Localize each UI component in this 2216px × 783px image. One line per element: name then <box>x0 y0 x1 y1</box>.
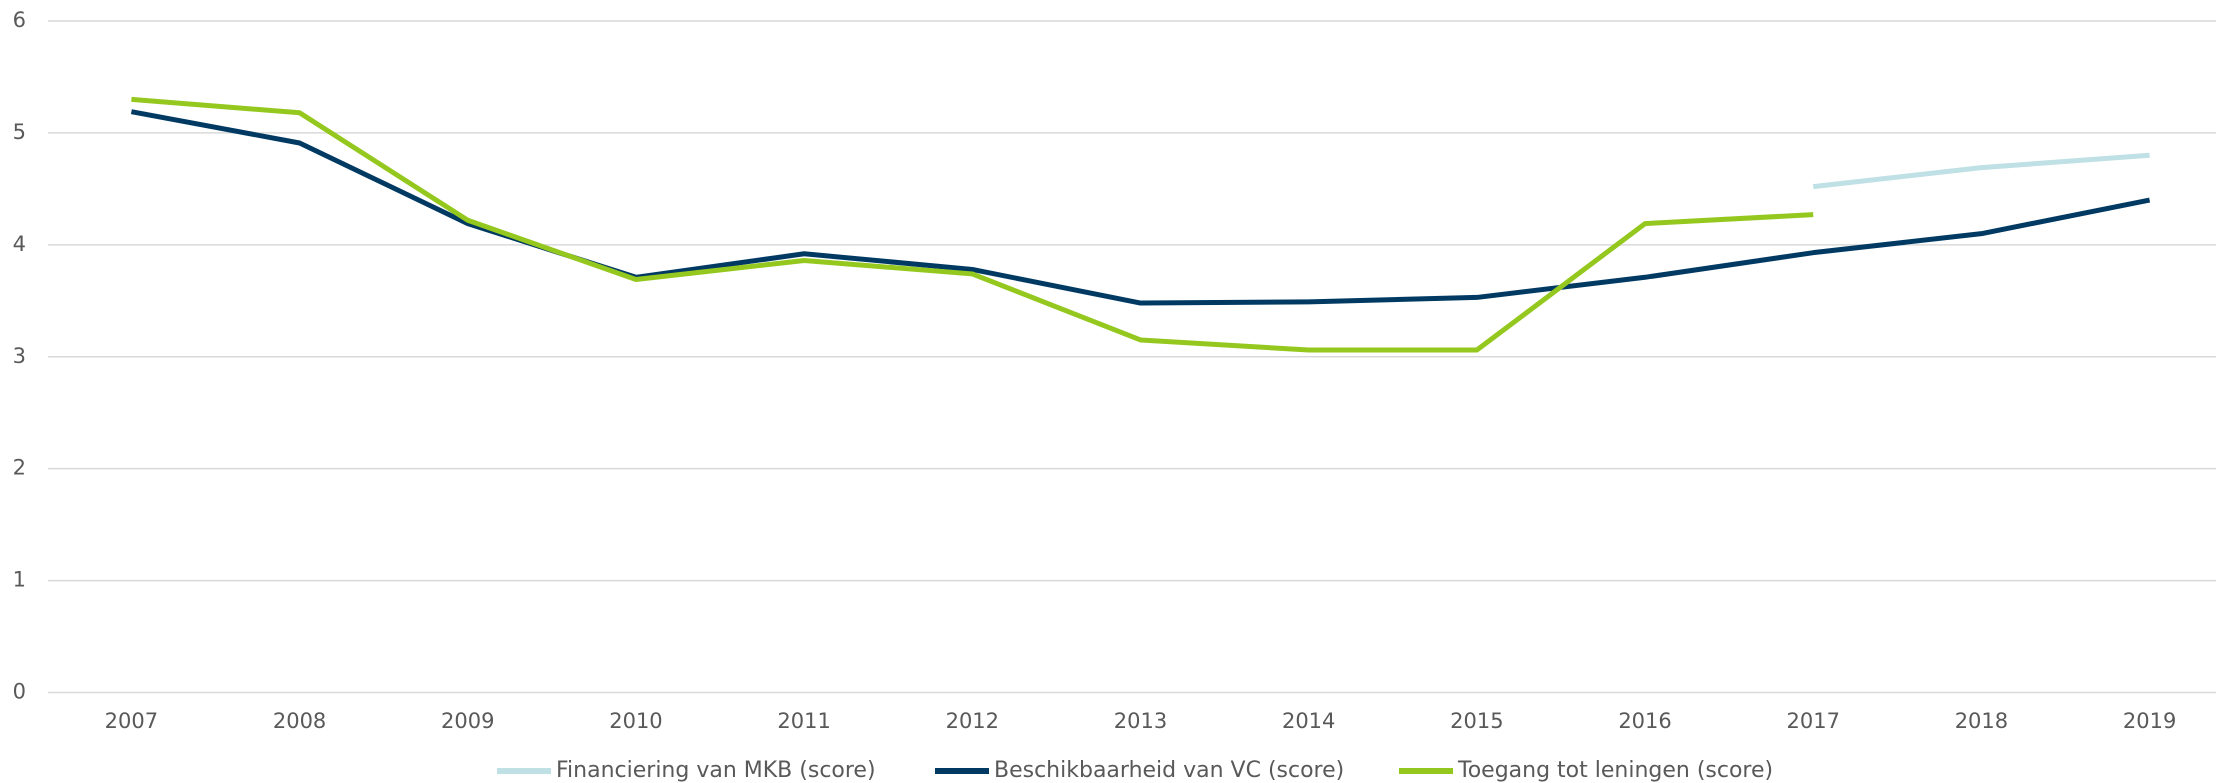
y-tick-label: 5 <box>13 120 26 144</box>
x-tick-label: 2018 <box>1955 709 2008 733</box>
x-tick-label: 2012 <box>946 709 999 733</box>
x-tick-label: 2016 <box>1618 709 1671 733</box>
series-line <box>1812 152 2150 190</box>
series-line <box>130 109 2151 306</box>
y-tick-label: 2 <box>13 456 26 480</box>
y-tick-label: 6 <box>13 8 26 32</box>
y-tick-label: 4 <box>13 232 26 256</box>
x-tick-label: 2014 <box>1282 709 1335 733</box>
y-tick-label: 3 <box>13 344 26 368</box>
y-tick-label: 0 <box>13 680 26 704</box>
legend-label: Beschikbaarheid van VC (score) <box>994 758 1344 783</box>
legend-label: Financiering van MKB (score) <box>556 758 876 783</box>
x-tick-label: 2007 <box>105 709 158 733</box>
x-tick-label: 2010 <box>609 709 662 733</box>
x-tick-label: 2017 <box>1787 709 1840 733</box>
x-tick-label: 2019 <box>2123 709 2176 733</box>
x-tick-label: 2011 <box>777 709 830 733</box>
x-tick-label: 2009 <box>441 709 494 733</box>
x-tick-label: 2015 <box>1450 709 1503 733</box>
x-tick-label: 2013 <box>1114 709 1167 733</box>
legend-label: Toegang tot leningen (score) <box>1457 758 1773 783</box>
x-tick-label: 2008 <box>273 709 326 733</box>
y-tick-label: 1 <box>13 568 26 592</box>
series-line <box>131 96 1814 353</box>
